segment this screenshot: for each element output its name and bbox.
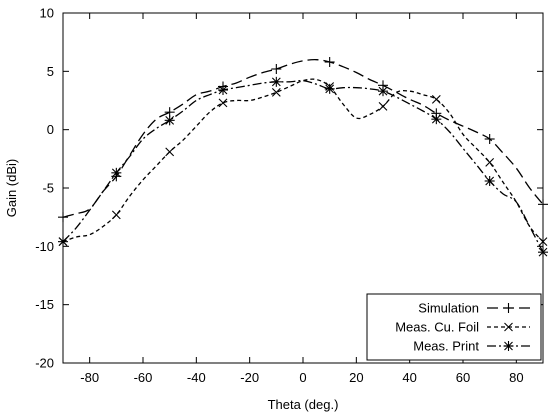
legend-item: Meas. Cu. Foil: [395, 320, 530, 335]
data-point-marker: [111, 167, 122, 178]
data-point-marker: [58, 236, 68, 247]
x-tick-label: 60: [456, 370, 470, 385]
data-point-marker: [271, 87, 281, 97]
y-tick-label: -10: [35, 239, 54, 254]
data-point-marker: [324, 57, 335, 67]
series-meas-cu-foil: [58, 78, 548, 247]
data-point-marker: [484, 176, 495, 186]
legend: Simulation Meas. Cu. Foil Meas. Print: [366, 293, 542, 361]
data-point-marker: [431, 94, 441, 104]
legend-swatch-marker: [503, 303, 514, 313]
y-tick-label: -5: [42, 181, 54, 196]
data-point-marker: [485, 157, 495, 167]
series-line: [62, 79, 544, 253]
y-axis: -20 -15 -10 -5 0 5 10: [35, 6, 543, 371]
y-tick-label: 5: [47, 64, 54, 79]
data-point-marker: [378, 86, 388, 97]
data-point-marker: [538, 199, 548, 210]
x-tick-label: 20: [349, 370, 363, 385]
series-line: [62, 58, 544, 218]
y-tick-label: 0: [47, 122, 54, 137]
data-point-marker: [538, 237, 548, 247]
y-axis-title: Gain (dBi): [4, 159, 19, 218]
y-tick-label: 10: [40, 6, 54, 21]
legend-label: Meas. Print: [413, 339, 479, 354]
data-point-marker: [271, 64, 282, 74]
data-point-marker: [218, 98, 228, 108]
legend-label: Meas. Cu. Foil: [395, 320, 479, 335]
legend-swatch-marker: [503, 341, 514, 351]
series-simulation: [58, 57, 548, 223]
x-tick-label: 80: [509, 370, 523, 385]
x-tick-label: 40: [402, 370, 416, 385]
x-axis-title: Theta (deg.): [268, 397, 339, 412]
data-point-marker: [164, 115, 175, 126]
y-tick-label: -15: [35, 297, 54, 312]
x-tick-label: -20: [240, 370, 259, 385]
data-point-marker: [271, 76, 282, 87]
data-point-marker: [431, 114, 442, 125]
data-point-marker: [484, 134, 495, 144]
legend-label: Simulation: [418, 301, 479, 316]
data-point-marker: [58, 212, 68, 223]
data-point-marker: [378, 101, 388, 111]
x-tick-label: -60: [134, 370, 153, 385]
legend-item: Simulation: [418, 301, 530, 316]
legend-swatch-marker: [504, 322, 513, 332]
series-line: [62, 78, 544, 243]
data-point-marker: [324, 83, 335, 94]
series-meas-print: [58, 76, 548, 258]
x-tick-label: -40: [187, 370, 206, 385]
legend-item: Meas. Print: [413, 339, 530, 354]
data-point-marker: [218, 85, 228, 95]
data-point-marker: [538, 247, 548, 258]
y-tick-label: -20: [35, 356, 54, 371]
x-tick-label: 0: [299, 370, 306, 385]
data-point-marker: [111, 210, 121, 220]
x-tick-label: -80: [80, 370, 99, 385]
data-point-marker: [165, 147, 175, 157]
series-layer: [58, 57, 548, 258]
